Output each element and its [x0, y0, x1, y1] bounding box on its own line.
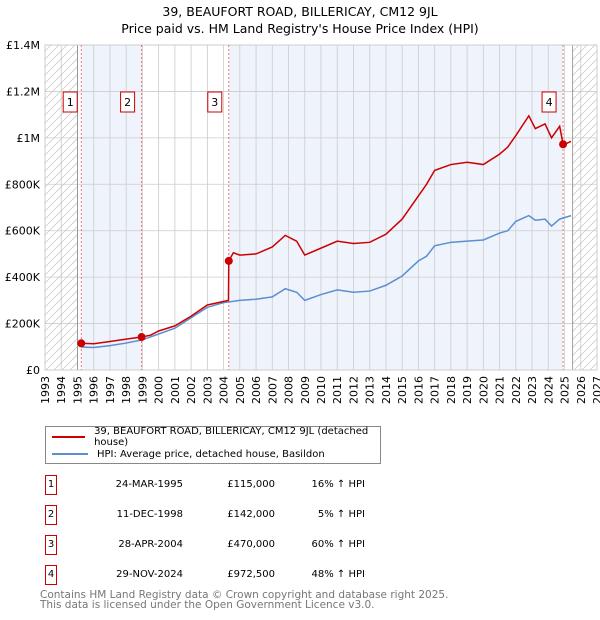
sale-point	[137, 333, 146, 342]
sale-point	[77, 339, 86, 348]
sale-price: £972,500	[227, 569, 275, 580]
shade-3-4	[228, 45, 564, 370]
legend-label: HPI: Average price, detached house, Basi…	[97, 448, 325, 460]
x-tick-label: 2025	[559, 376, 572, 404]
x-tick-label: 1999	[136, 376, 149, 404]
sale-marker-label: 4	[546, 96, 553, 109]
x-tick-label: 1997	[104, 376, 117, 404]
x-tick-label: 2026	[575, 376, 588, 404]
x-tick-label: 2011	[331, 376, 344, 404]
x-tick-label: 2016	[412, 376, 425, 404]
y-tick-label: £800K	[5, 178, 41, 191]
x-tick-label: 2022	[510, 376, 523, 404]
x-tick-label: 1994	[55, 376, 68, 404]
sale-price: £142,000	[227, 509, 275, 520]
footer-line: Contains HM Land Registry data © Crown c…	[40, 589, 449, 601]
sale-marker-box	[207, 91, 223, 113]
sale-hpi: 60% ↑ HPI	[311, 539, 365, 550]
legend-swatch-blue	[52, 453, 88, 455]
x-tick-label: 2009	[299, 376, 312, 404]
sale-row: 1 24-MAR-1995 £115,000 16% ↑ HPI	[45, 475, 445, 495]
series-line	[80, 114, 572, 345]
sale-price: £115,000	[227, 479, 275, 490]
x-tick-label: 2005	[234, 376, 247, 404]
sale-marker-label: 1	[67, 96, 74, 109]
sale-row: 3 28-APR-2004 £470,000 60% ↑ HPI	[45, 535, 445, 555]
sale-row: 4 29-NOV-2024 £972,500 48% ↑ HPI	[45, 565, 445, 585]
x-tick-label: 2004	[218, 376, 231, 404]
x-tick-label: 2017	[429, 376, 442, 404]
y-tick-label: £1M	[17, 132, 41, 145]
chart-title: 39, BEAUFORT ROAD, BILLERICAY, CM12 9JL	[162, 4, 438, 19]
x-tick-label: 2013	[364, 376, 377, 404]
sale-marker-box	[541, 91, 557, 113]
y-tick-label: £400K	[5, 271, 41, 284]
x-tick-label: 2021	[494, 376, 507, 404]
legend-label: 39, BEAUFORT ROAD, BILLERICAY, CM12 9JL …	[94, 426, 369, 448]
legend-item-property: 39, BEAUFORT ROAD, BILLERICAY, CM12 9JL …	[52, 426, 380, 448]
sale-price: £470,000	[227, 539, 275, 550]
x-tick-label: 2024	[542, 376, 555, 404]
x-tick-label: 2003	[201, 376, 214, 404]
y-tick-label: £1.2M	[6, 85, 40, 98]
footer-line: This data is licensed under the Open Gov…	[40, 599, 375, 611]
x-tick-label: 2020	[477, 376, 490, 404]
sale-marker-label: 4	[45, 565, 57, 585]
plot-area: 1993 1994 1995 1996 1997 1998 1999 2000 2001 2002…	[5, 39, 600, 404]
y-tick-label: £1.4M	[6, 39, 40, 52]
x-tick-label: 2006	[250, 376, 263, 404]
sale-date: 24-MAR-1995	[115, 479, 183, 490]
sale-date: 29-NOV-2024	[116, 569, 183, 580]
x-tick-label: 2014	[380, 376, 393, 404]
x-tick-label: 1998	[120, 376, 133, 404]
x-tick-label: 2012	[347, 376, 360, 404]
sale-date: 11-DEC-1998	[116, 509, 183, 520]
chart-subtitle: Price paid vs. HM Land Registry's House …	[121, 21, 479, 36]
plot-border	[44, 44, 598, 371]
x-tick-label: 2008	[283, 376, 296, 404]
y-tick-label: £600K	[5, 225, 41, 238]
sale-marker-label: 3	[211, 96, 218, 109]
sale-marker-box	[62, 91, 78, 113]
sale-hpi: 16% ↑ HPI	[311, 479, 365, 490]
hatch-region-right	[572, 45, 597, 370]
sale-marker-label: 3	[45, 535, 57, 555]
legend-item-hpi: HPI: Average price, detached house, Basi…	[52, 447, 325, 461]
x-tick-label: 1995	[71, 376, 84, 404]
x-tick-label: 1993	[39, 376, 52, 404]
legend-swatch-red	[52, 436, 86, 438]
x-tick-label: 2000	[153, 376, 166, 404]
x-tick-label: 2015	[396, 376, 409, 404]
sale-marker-box	[120, 91, 136, 113]
footer: Contains HM Land Registry data © Crown c…	[40, 589, 449, 611]
x-tick-label: 2027	[591, 376, 600, 404]
sale-point	[559, 140, 568, 149]
series-line	[80, 214, 572, 349]
x-tick-label: 2001	[169, 376, 182, 404]
y-tick-label: £0	[26, 364, 40, 377]
x-tick-label: 1996	[88, 376, 101, 404]
x-tick-label: 2023	[526, 376, 539, 404]
sale-marker-label: 2	[45, 505, 57, 525]
sale-marker-label: 1	[45, 475, 57, 495]
y-tick-label: £200K	[5, 318, 41, 331]
x-tick-label: 2007	[266, 376, 279, 404]
sale-hpi: 48% ↑ HPI	[311, 569, 365, 580]
x-tick-label: 2018	[445, 376, 458, 404]
x-tick-label: 2010	[315, 376, 328, 404]
legend: 39, BEAUFORT ROAD, BILLERICAY, CM12 9JL …	[45, 426, 381, 464]
sale-date: 28-APR-2004	[118, 539, 183, 550]
sale-hpi: 5% ↑ HPI	[317, 509, 365, 520]
x-tick-label: 2019	[461, 376, 474, 404]
x-tick-label: 2002	[185, 376, 198, 404]
sale-point	[224, 256, 233, 265]
sale-row: 2 11-DEC-1998 £142,000 5% ↑ HPI	[45, 505, 445, 525]
sale-marker-label: 2	[124, 96, 131, 109]
